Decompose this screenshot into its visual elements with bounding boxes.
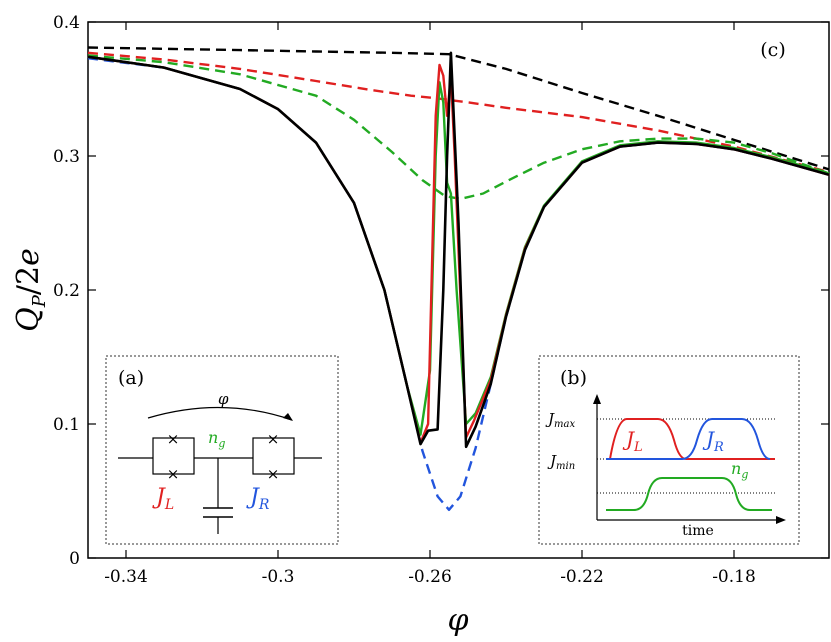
y-tick-label: 0.1: [53, 415, 80, 435]
inset-b-label: (b): [560, 367, 587, 389]
inset-a-jl-sub: L: [164, 497, 174, 513]
inset-b-jmax-main: J: [545, 410, 555, 428]
axis-ticks: -0.34 -0.3 -0.26 -0.22 -0.18 0 0.1 0.2 0.3 0.4: [53, 13, 829, 587]
inset-b-jmin-sub: min: [556, 461, 575, 472]
inset-a-ng-main: n: [208, 428, 218, 447]
inset-b-frame: [538, 355, 800, 545]
inset-a-junction-right-x2: ×: [267, 465, 280, 483]
inset-a-jl-main: J: [152, 485, 166, 510]
inset-a-ng: ng: [208, 428, 225, 450]
inset-a-junction-right-x1: ×: [267, 430, 280, 448]
panel-label-c: (c): [760, 39, 785, 61]
inset-b-ng-main: n: [731, 459, 741, 478]
inset-b-jr-main: J: [702, 427, 715, 451]
series-layer: [87, 46, 830, 511]
inset-b-x-arrow: [776, 516, 786, 524]
inset-b-jl-sub: L: [633, 440, 643, 455]
inset-a-jr-sub: R: [258, 497, 270, 513]
inset-b-jmax: Jmax: [545, 410, 575, 430]
inset-b-ng-pulse: [606, 477, 772, 511]
inset-b-jl-main: J: [622, 427, 635, 451]
x-tick-label: -0.18: [712, 567, 756, 587]
series-line-1: [87, 51, 830, 174]
inset-a-arrowhead: [283, 413, 293, 421]
y-tick-label: 0.2: [53, 281, 80, 301]
inset-a-label: (a): [118, 367, 144, 389]
y-axis-label-e: e: [11, 248, 46, 266]
x-tick-label: -0.22: [560, 567, 604, 587]
series-line-0: [87, 46, 830, 171]
x-tick-label: -0.26: [408, 567, 452, 587]
inset-a-jl: JL: [152, 485, 174, 513]
y-axis-label-rest: /2: [11, 266, 46, 295]
inset-b-jl: JL: [622, 427, 643, 455]
x-tick-label: -0.34: [104, 567, 148, 587]
inset-b-y-arrow: [593, 394, 601, 404]
inset-a-phi: φ: [218, 390, 229, 408]
inset-a-junction-right: [252, 437, 295, 475]
inset-a-jr: JR: [246, 485, 270, 513]
inset-a-junction-left-x1: ×: [167, 430, 180, 448]
inset-b-jr: JR: [702, 427, 724, 455]
inset-a-ng-sub: g: [218, 437, 225, 450]
inset-b-jmax-sub: max: [554, 419, 575, 430]
inset-a-jr-main: J: [246, 485, 260, 510]
y-tick-label: 0.4: [53, 13, 80, 33]
x-axis-label: φ: [447, 603, 468, 638]
inset-b-jmin: Jmin: [547, 452, 575, 472]
series-line-6: [87, 51, 830, 449]
svg-text:QP/2e: QP/2e: [11, 248, 50, 332]
inset-b-ng: ng: [731, 459, 748, 481]
y-axis-label-sub: P: [29, 294, 50, 308]
inset-b: (b) Jmax Jmin JL JR ng time: [538, 355, 800, 545]
inset-b-jr-pulse: [606, 418, 771, 460]
inset-b-time: time: [682, 523, 714, 539]
inset-a-frame: [105, 355, 339, 545]
inset-b-jr-sub: R: [713, 440, 724, 455]
inset-b-jmin-main: J: [547, 452, 557, 470]
y-axis-label: QP/2e: [11, 248, 50, 332]
y-tick-label: 0.3: [53, 147, 80, 167]
inset-b-ng-sub: g: [741, 468, 748, 481]
series-line-2: [87, 54, 830, 201]
inset-a-junction-left: [152, 437, 195, 475]
x-tick-label: -0.3: [262, 567, 295, 587]
inset-a-junction-left-x2: ×: [167, 465, 180, 483]
y-axis-label-q: Q: [11, 307, 46, 332]
y-tick-label: 0: [69, 549, 80, 569]
inset-a: (a) φ × × × × ng JL JR: [105, 355, 339, 545]
inset-a-phase-arrow: [147, 406, 293, 421]
inset-b-jl-pulse: [606, 418, 775, 460]
